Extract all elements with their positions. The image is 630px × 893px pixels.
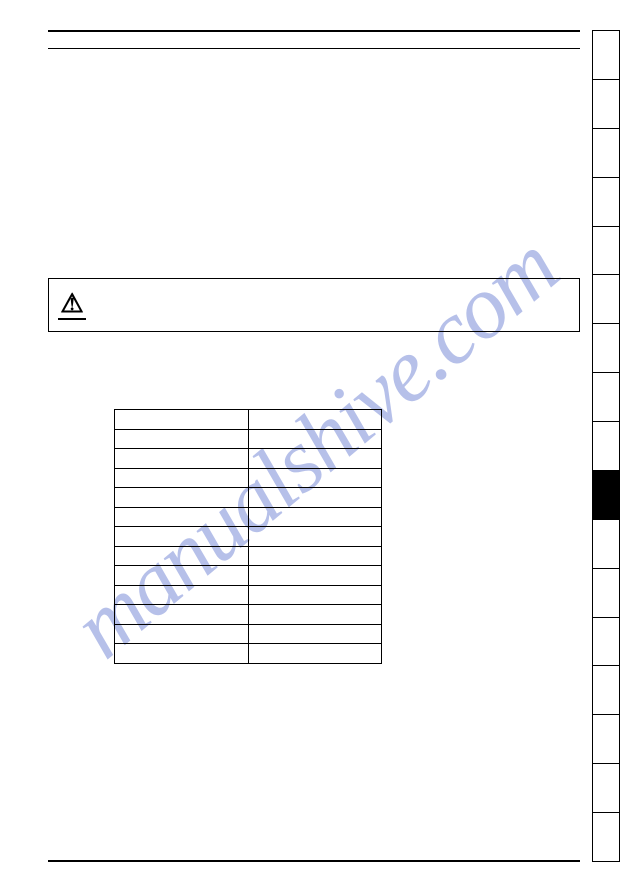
page-frame: ⚠ [48, 30, 580, 862]
side-tab[interactable] [593, 813, 619, 861]
side-tab[interactable] [593, 324, 619, 373]
table-row [115, 644, 382, 664]
table-row [115, 566, 382, 586]
table-cell [248, 585, 382, 605]
side-tab[interactable] [593, 569, 619, 618]
table-row [115, 585, 382, 605]
table-cell [115, 410, 249, 430]
table-cell [248, 546, 382, 566]
table-cell [115, 546, 249, 566]
side-tab[interactable] [593, 764, 619, 813]
side-tab[interactable] [593, 715, 619, 764]
table-row [115, 488, 382, 508]
table-cell [248, 624, 382, 644]
table-cell [115, 507, 249, 527]
table-cell [115, 449, 249, 469]
data-table [114, 409, 382, 664]
side-tab[interactable] [593, 666, 619, 715]
table-cell [248, 468, 382, 488]
warning-icon: ⚠ [57, 290, 87, 320]
side-tab[interactable] [593, 275, 619, 324]
table-cell [248, 429, 382, 449]
table-row [115, 605, 382, 625]
header-rule [48, 48, 580, 49]
side-tab[interactable] [593, 227, 619, 276]
side-tab[interactable] [593, 520, 619, 569]
side-tab[interactable] [593, 80, 619, 129]
table-cell [248, 527, 382, 547]
table-cell [248, 410, 382, 430]
side-tab[interactable] [593, 618, 619, 667]
table-row [115, 468, 382, 488]
side-tab[interactable] [593, 31, 619, 80]
table-cell [115, 566, 249, 586]
table-cell [115, 585, 249, 605]
table-cell [248, 488, 382, 508]
warning-box: ⚠ [48, 278, 580, 332]
table-cell [115, 624, 249, 644]
table-row [115, 410, 382, 430]
table-cell [115, 429, 249, 449]
table-cell [115, 468, 249, 488]
table-row [115, 624, 382, 644]
side-tab[interactable] [593, 129, 619, 178]
table-row [115, 527, 382, 547]
table-row [115, 429, 382, 449]
table-cell [115, 644, 249, 664]
table-cell [115, 488, 249, 508]
table-cell [248, 507, 382, 527]
warning-underline [58, 318, 86, 320]
side-tab[interactable] [593, 373, 619, 422]
side-tab-strip [592, 30, 620, 862]
table-row [115, 507, 382, 527]
table-cell [248, 605, 382, 625]
table-cell [248, 449, 382, 469]
table-row [115, 546, 382, 566]
table-row [115, 449, 382, 469]
table-cell [115, 527, 249, 547]
warning-triangle-icon: ⚠ [60, 290, 83, 316]
table-body [115, 410, 382, 664]
side-tab[interactable] [593, 178, 619, 227]
table-cell [115, 605, 249, 625]
side-tab[interactable] [593, 422, 619, 471]
table-cell [248, 644, 382, 664]
table-cell [248, 566, 382, 586]
side-tab[interactable] [593, 471, 619, 520]
